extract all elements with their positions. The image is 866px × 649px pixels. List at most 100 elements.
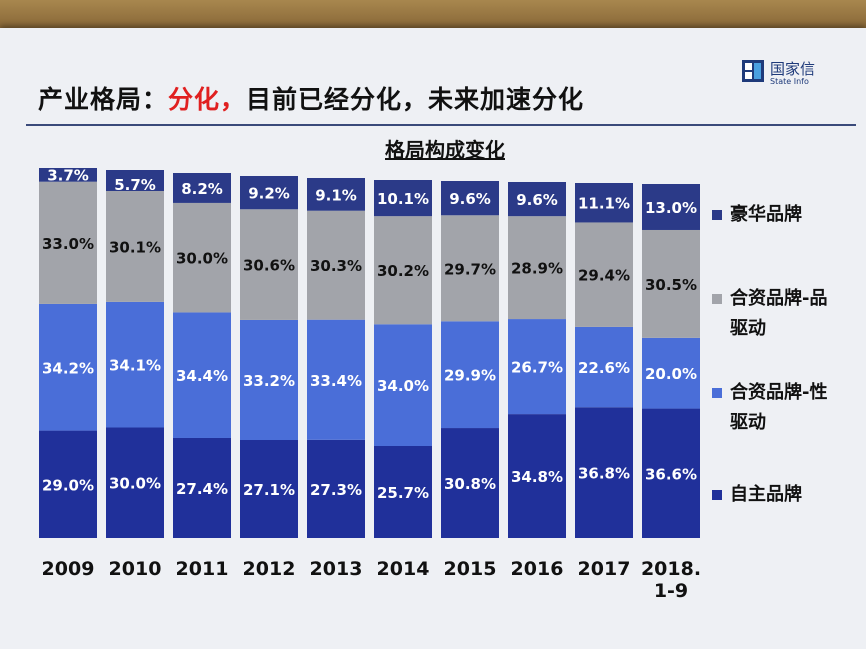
slide-title-accent: 分化，: [168, 85, 247, 114]
bar-segment: [642, 184, 700, 230]
data-label: 26.7%: [511, 359, 563, 377]
data-label: 30.8%: [444, 475, 496, 493]
data-label: 34.8%: [511, 468, 563, 486]
logo-name: 国家信: [770, 60, 816, 78]
bar-segment: [106, 190, 164, 302]
bar-segment: [441, 428, 499, 538]
bar-segment: [240, 209, 298, 320]
data-label: 34.4%: [176, 367, 228, 385]
slide-title-prefix: 产业格局：: [38, 85, 169, 114]
bar-segment: [575, 407, 633, 538]
data-label: 3.7%: [47, 167, 89, 185]
slide-title-rest: 目前已经分化，未来加速分化: [246, 85, 585, 114]
bar-segment: [508, 216, 566, 320]
bar-segment: [575, 222, 633, 327]
legend-label: 合资品牌-品 驱动: [730, 288, 828, 339]
bar-segment: [642, 408, 700, 538]
data-label: 34.0%: [377, 377, 429, 395]
title-divider: [26, 124, 856, 126]
bar-segment: [240, 439, 298, 538]
data-label: 34.1%: [109, 357, 161, 375]
x-tick-label: 2017: [578, 558, 631, 580]
bar-segment: [575, 183, 633, 223]
data-label: 33.4%: [310, 372, 362, 390]
data-label: 33.0%: [42, 235, 94, 253]
x-tick-label: 1-9: [654, 580, 688, 602]
bar-segment: [240, 319, 298, 440]
bar-segment: [508, 414, 566, 538]
bar-segment: [173, 437, 231, 538]
x-tick-label: 2014: [377, 558, 430, 580]
legend-swatch: [712, 388, 722, 398]
bar-segment: [441, 321, 499, 429]
data-label: 27.4%: [176, 480, 228, 498]
x-tick-label: 2009: [42, 558, 95, 580]
data-label: 28.9%: [511, 260, 563, 278]
legend-swatch: [712, 210, 722, 220]
bar-segment: [307, 210, 365, 320]
bar-segment: [39, 168, 97, 182]
data-label: 34.2%: [42, 359, 94, 377]
legend-label: 合资品牌-性 驱动: [730, 382, 828, 433]
bar-segment: [307, 319, 365, 440]
x-tick-label: 2010: [109, 558, 162, 580]
data-label: 29.9%: [444, 367, 496, 385]
data-label: 30.5%: [645, 276, 697, 294]
x-tick-label: 2012: [243, 558, 296, 580]
chart-legend: 豪华品牌合资品牌-品 驱动 合资品牌-性 驱动自主品牌: [712, 0, 866, 649]
bar-segment: [307, 439, 365, 538]
bar-segment: [106, 170, 164, 191]
data-label: 33.2%: [243, 372, 295, 390]
data-label: 11.1%: [578, 195, 630, 213]
data-label: 8.2%: [181, 180, 223, 198]
data-label: 5.7%: [114, 176, 156, 194]
data-label: 29.0%: [42, 476, 94, 494]
data-label: 30.0%: [109, 475, 161, 493]
data-label: 25.7%: [377, 484, 429, 502]
bar-segment: [642, 337, 700, 409]
data-label: 9.1%: [315, 186, 357, 204]
bar-segment: [508, 319, 566, 415]
logo-icon: [742, 60, 764, 82]
data-label: 29.4%: [578, 267, 630, 285]
logo-subtitle: State Info: [770, 77, 809, 86]
data-label: 20.0%: [645, 365, 697, 383]
data-label: 9.6%: [516, 191, 558, 209]
x-tick-label: 2015: [444, 558, 497, 580]
bar-segment: [642, 229, 700, 338]
data-label: 9.6%: [449, 190, 491, 208]
bar-segment: [173, 173, 231, 203]
data-label: 10.1%: [377, 190, 429, 208]
bar-segment: [441, 181, 499, 216]
bar-segment: [374, 180, 432, 217]
legend-label: 自主品牌: [730, 484, 802, 505]
data-label: 30.6%: [243, 257, 295, 275]
data-label: 29.7%: [444, 260, 496, 278]
data-label: 30.3%: [310, 257, 362, 275]
bar-segment: [307, 178, 365, 211]
bar-segment: [106, 427, 164, 538]
x-tick-label: 2016: [511, 558, 564, 580]
legend-swatch: [712, 490, 722, 500]
bar-segment: [441, 215, 499, 322]
bar-segment: [374, 216, 432, 325]
bar-segment: [39, 430, 97, 538]
bar-segment: [39, 181, 97, 304]
bar-segment: [240, 176, 298, 210]
bar-segment: [508, 182, 566, 217]
data-label: 30.2%: [377, 262, 429, 280]
x-tick-label: 2013: [310, 558, 363, 580]
chart-title: 格局构成变化: [385, 138, 505, 162]
x-tick-label: 2018.: [641, 558, 701, 580]
data-label: 9.2%: [248, 185, 290, 203]
data-label: 13.0%: [645, 199, 697, 217]
data-label: 22.6%: [578, 359, 630, 377]
organization-logo: 国家信 State Info: [738, 56, 866, 90]
legend-swatch: [712, 294, 722, 304]
x-tick-label: 2011: [176, 558, 229, 580]
data-label: 30.1%: [109, 238, 161, 256]
legend-label: 豪华品牌: [730, 204, 802, 225]
slide-title: 产业格局：分化，目前已经分化，未来加速分化: [38, 80, 584, 116]
data-label: 36.8%: [578, 465, 630, 483]
